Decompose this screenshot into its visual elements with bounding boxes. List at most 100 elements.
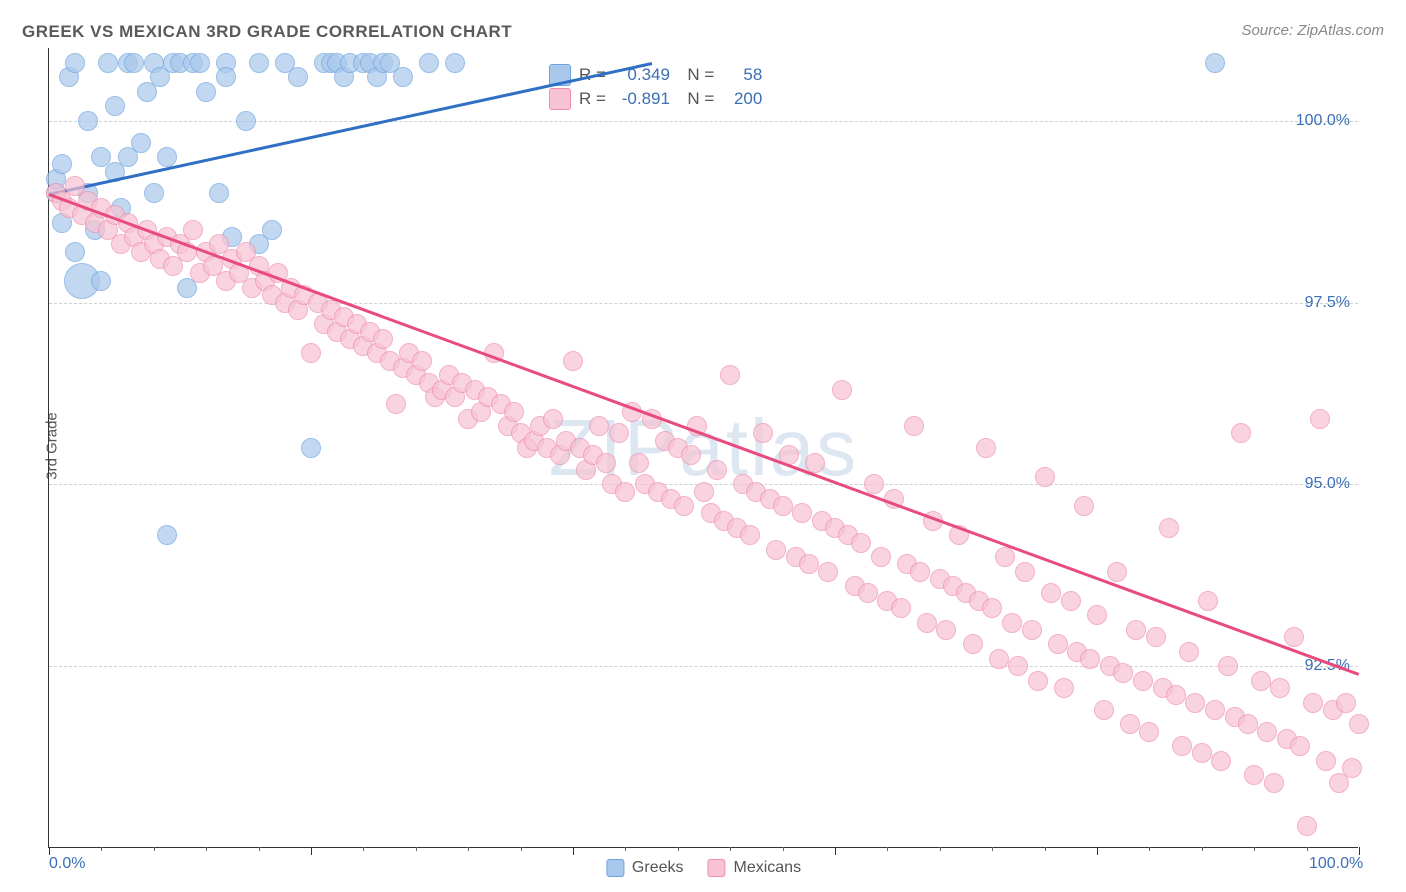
x-tick-minor (206, 847, 207, 851)
legend-r-label: R = (579, 89, 606, 109)
x-tick-major (835, 847, 836, 855)
x-tick-major (573, 847, 574, 855)
legend-row: R = -0.891 N = 200 (549, 88, 762, 110)
legend-r-value: -0.891 (614, 89, 670, 109)
data-point (1139, 722, 1159, 742)
data-point (1336, 693, 1356, 713)
series-legend: GreeksMexicans (606, 859, 801, 877)
data-point (864, 474, 884, 494)
data-point (707, 460, 727, 480)
data-point (1198, 591, 1218, 611)
y-tick-label: 100.0% (1296, 112, 1350, 130)
legend-n-value: 200 (722, 89, 762, 109)
data-point (1146, 627, 1166, 647)
trend-line (49, 194, 1360, 676)
data-point (1218, 656, 1238, 676)
data-point (1251, 671, 1271, 691)
data-point (157, 525, 177, 545)
data-point (1126, 620, 1146, 640)
data-point (209, 183, 229, 203)
data-point (301, 343, 321, 363)
x-tick-minor (154, 847, 155, 851)
data-point (419, 53, 439, 73)
data-point (976, 438, 996, 458)
x-tick-minor (1149, 847, 1150, 851)
x-tick-minor (992, 847, 993, 851)
data-point (105, 96, 125, 116)
x-tick-minor (259, 847, 260, 851)
x-tick-minor (625, 847, 626, 851)
x-tick-minor (1307, 847, 1308, 851)
data-point (1015, 562, 1035, 582)
data-point (963, 634, 983, 654)
data-point (249, 53, 269, 73)
data-point (131, 133, 151, 153)
data-point (236, 111, 256, 131)
data-point (1061, 591, 1081, 611)
chart-title: GREEK VS MEXICAN 3RD GRADE CORRELATION C… (22, 22, 512, 42)
data-point (1074, 496, 1094, 516)
data-point (190, 53, 210, 73)
data-point (1094, 700, 1114, 720)
data-point (1048, 634, 1068, 654)
legend-row: R =0.349 N =58 (549, 64, 762, 86)
data-point (589, 416, 609, 436)
data-point (792, 503, 812, 523)
data-point (91, 271, 111, 291)
data-point (995, 547, 1015, 567)
data-point (1166, 685, 1186, 705)
x-tick-minor (468, 847, 469, 851)
data-point (1179, 642, 1199, 662)
data-point (393, 67, 413, 87)
x-tick-minor (1045, 847, 1046, 851)
data-point (1008, 656, 1028, 676)
data-point (1113, 663, 1133, 683)
data-point (504, 402, 524, 422)
data-point (157, 147, 177, 167)
data-point (1159, 518, 1179, 538)
data-point (1107, 562, 1127, 582)
data-point (563, 351, 583, 371)
data-point (936, 620, 956, 640)
data-point (543, 409, 563, 429)
data-point (216, 67, 236, 87)
data-point (753, 423, 773, 443)
data-point (183, 220, 203, 240)
data-point (1349, 714, 1369, 734)
x-tick-minor (783, 847, 784, 851)
grid-line (49, 666, 1358, 667)
x-tick-minor (521, 847, 522, 851)
data-point (1120, 714, 1140, 734)
bottom-legend-item: Greeks (606, 859, 684, 877)
chart-container: GREEK VS MEXICAN 3RD GRADE CORRELATION C… (0, 0, 1406, 892)
data-point (1205, 700, 1225, 720)
x-tick-minor (416, 847, 417, 851)
x-tick-minor (887, 847, 888, 851)
data-point (904, 416, 924, 436)
data-point (674, 496, 694, 516)
data-point (65, 53, 85, 73)
x-tick-minor (1202, 847, 1203, 851)
x-tick-major (49, 847, 50, 855)
legend-n-label: N = (678, 89, 714, 109)
data-point (871, 547, 891, 567)
data-point (858, 583, 878, 603)
data-point (1231, 423, 1251, 443)
x-tick-major (1097, 847, 1098, 855)
x-tick-minor (101, 847, 102, 851)
data-point (1205, 53, 1225, 73)
x-tick-major (1359, 847, 1360, 855)
data-point (740, 525, 760, 545)
data-point (1172, 736, 1192, 756)
legend-n-value: 58 (722, 65, 762, 85)
data-point (144, 183, 164, 203)
data-point (386, 394, 406, 414)
data-point (773, 496, 793, 516)
data-point (1238, 714, 1258, 734)
data-point (1290, 736, 1310, 756)
data-point (851, 533, 871, 553)
data-point (445, 53, 465, 73)
data-point (629, 453, 649, 473)
data-point (1270, 678, 1290, 698)
y-tick-label: 95.0% (1305, 475, 1350, 493)
